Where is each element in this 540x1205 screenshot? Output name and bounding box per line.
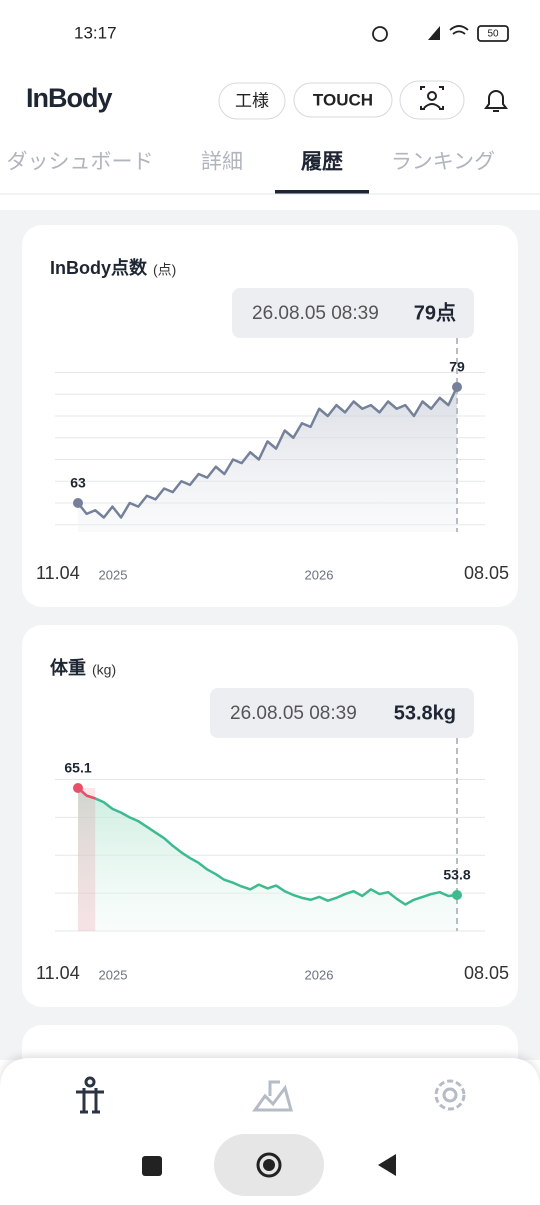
tooltip-value: 53.8kg — [394, 702, 456, 724]
end-label: 53.8 — [443, 867, 470, 883]
tab[interactable]: 履歴 — [301, 151, 343, 174]
tab-indicator — [275, 190, 369, 194]
tooltip-date: 26.08.05 08:39 — [252, 303, 379, 324]
year-label: 2026 — [305, 967, 334, 982]
year-label: 2025 — [99, 967, 128, 982]
chart-title: 体重 — [50, 657, 86, 678]
x-end: 08.05 — [464, 963, 509, 983]
chart-unit: (点) — [153, 262, 176, 278]
end-label: 79 — [449, 359, 465, 375]
year-label: 2026 — [305, 567, 334, 582]
nav-body-icon[interactable] — [76, 1076, 104, 1114]
x-end: 08.05 — [464, 563, 509, 583]
time: 13:17 — [74, 23, 117, 42]
tab[interactable]: ダッシュボード — [7, 151, 154, 174]
tabs: ダッシュボード 詳細 履歴 ランキング — [7, 151, 495, 194]
touch-label: TOUCH — [313, 90, 373, 109]
area — [78, 387, 457, 532]
user-button[interactable] — [218, 82, 286, 120]
logo: InBody — [26, 83, 112, 113]
start-highlight — [78, 788, 96, 931]
nav-chart-icon[interactable] — [252, 1080, 293, 1112]
recents-button[interactable] — [142, 1156, 162, 1176]
tab[interactable]: 詳細 — [201, 151, 243, 174]
end-point — [452, 890, 462, 901]
user-label: 工様 — [235, 91, 269, 110]
line — [77, 386, 459, 519]
battery: 50 — [487, 29, 499, 40]
tooltip — [232, 288, 474, 338]
profile-icon — [420, 86, 444, 110]
tooltip — [210, 688, 474, 738]
end-point — [452, 382, 462, 392]
start-label: 65.1 — [64, 760, 91, 776]
status-icons — [372, 25, 509, 42]
tooltip-date: 26.08.05 08:39 — [230, 703, 357, 724]
home-dot — [263, 1159, 275, 1171]
x-start: 11.04 — [36, 963, 80, 983]
home-icon — [256, 1152, 282, 1178]
back-button[interactable] — [378, 1154, 396, 1176]
start-point — [73, 498, 83, 508]
tab[interactable]: ランキング — [391, 151, 495, 174]
bottom-nav — [0, 1058, 540, 1200]
x-start: 11.04 — [36, 563, 80, 583]
area — [78, 788, 457, 931]
tooltip-value: 79点 — [414, 301, 456, 324]
bell-icon[interactable] — [484, 90, 508, 112]
start-label: 63 — [70, 475, 86, 491]
line — [77, 787, 458, 906]
year-label: 2025 — [99, 567, 128, 582]
start-point — [73, 783, 83, 794]
chart-unit: (kg) — [92, 662, 116, 678]
chart-title: InBody点数 — [50, 257, 148, 278]
nav-settings-icon[interactable] — [434, 1079, 466, 1111]
touch-button[interactable] — [293, 82, 393, 118]
